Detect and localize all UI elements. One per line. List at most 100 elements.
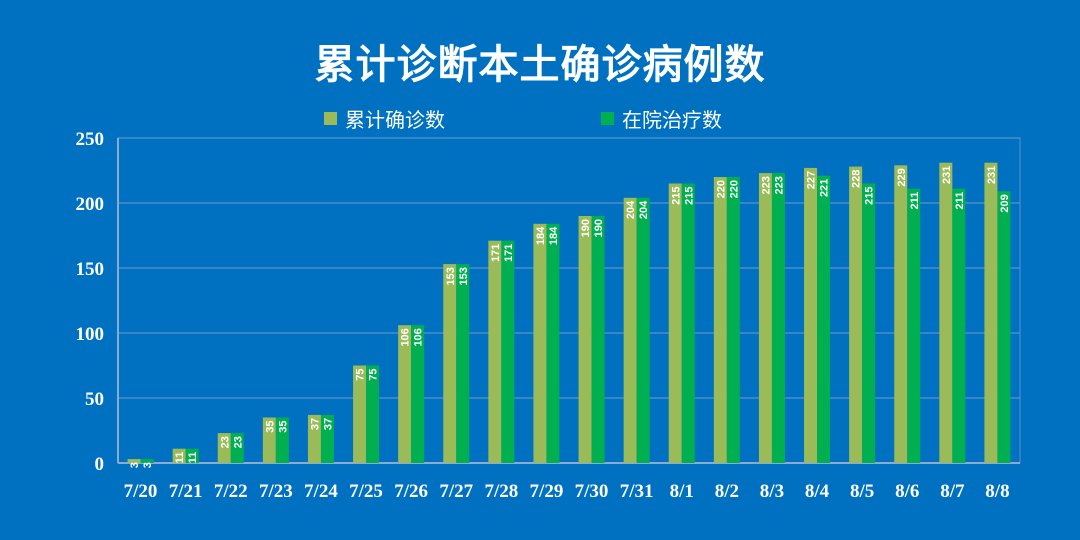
data-label: 211	[954, 192, 966, 210]
plot-area	[117, 137, 1021, 464]
data-label: 228	[851, 170, 863, 188]
data-label: 209	[999, 194, 1011, 212]
bar-cumulative	[443, 264, 457, 463]
bar-hospitalized	[140, 459, 154, 463]
data-label: 11	[174, 452, 186, 464]
bar-hospitalized	[546, 223, 560, 463]
bar-cumulative	[217, 433, 231, 463]
data-label: 171	[490, 244, 502, 262]
x-tick-label: 8/6	[895, 481, 919, 502]
bar-cumulative	[894, 165, 908, 464]
bar-hospitalized	[636, 197, 650, 464]
x-tick-label: 7/27	[439, 481, 473, 502]
bar-hospitalized	[320, 414, 334, 463]
bar-hospitalized	[411, 325, 425, 463]
data-label: 204	[638, 200, 650, 219]
bar-hospitalized	[501, 240, 515, 463]
x-tick-label: 8/7	[940, 481, 965, 502]
bar-cumulative	[172, 448, 186, 463]
data-label: 3	[129, 462, 141, 468]
data-label: 204	[625, 200, 637, 219]
bar-cumulative	[939, 162, 953, 463]
bar-cumulative	[578, 216, 592, 463]
bar-cumulative	[713, 177, 727, 463]
x-tick-label: 7/21	[169, 481, 203, 502]
data-label: 227	[806, 171, 818, 189]
data-label: 37	[322, 418, 334, 430]
data-label: 223	[773, 176, 785, 194]
data-label: 231	[986, 166, 998, 184]
bar-hospitalized	[275, 417, 289, 463]
x-tick-label: 8/8	[985, 481, 1009, 502]
x-tick-label: 7/30	[575, 481, 609, 502]
bar-cumulative	[127, 459, 141, 463]
bar-cumulative	[984, 162, 998, 463]
x-tick-label: 7/26	[394, 481, 428, 502]
x-tick-label: 8/4	[805, 481, 830, 502]
bar-hospitalized	[681, 183, 695, 463]
y-tick-label: 50	[85, 389, 104, 410]
x-tick-label: 8/5	[850, 481, 874, 502]
data-label: 75	[368, 369, 380, 381]
data-label: 23	[219, 436, 231, 448]
data-label: 220	[728, 180, 740, 198]
data-label: 153	[445, 267, 457, 285]
data-label: 190	[580, 219, 592, 237]
x-tick-label: 8/2	[715, 481, 739, 502]
bar-cumulative	[668, 183, 682, 463]
bar-cumulative	[353, 365, 367, 463]
data-label: 184	[548, 226, 560, 245]
x-tick-label: 7/24	[304, 481, 338, 502]
data-label: 231	[941, 166, 953, 184]
data-label: 221	[819, 179, 831, 197]
y-tick-label: 100	[76, 324, 105, 345]
data-label: 3	[142, 462, 154, 468]
bar-cumulative	[262, 417, 276, 463]
legend-item-cumulative: 累计确诊数	[324, 104, 445, 133]
bar-cumulative	[488, 240, 502, 463]
bar-cumulative	[398, 325, 412, 463]
bar-hospitalized	[366, 365, 380, 463]
data-label: 215	[683, 187, 695, 205]
data-label: 37	[309, 418, 321, 430]
data-label: 11	[187, 452, 199, 464]
x-tick-label: 8/1	[670, 481, 694, 502]
bar-hospitalized	[907, 188, 921, 463]
bar-hospitalized	[185, 448, 199, 463]
x-tick-label: 7/31	[620, 481, 654, 502]
bar-hospitalized	[456, 264, 470, 463]
x-tick-label: 7/20	[124, 481, 158, 502]
bar-hospitalized	[862, 183, 876, 463]
y-tick-label: 250	[76, 129, 105, 150]
bar-hospitalized	[817, 175, 831, 463]
bar-hospitalized	[952, 188, 966, 463]
bar-hospitalized	[591, 216, 605, 463]
data-label: 229	[896, 168, 908, 186]
x-tick-label: 7/28	[484, 481, 518, 502]
bar-cumulative	[849, 166, 863, 463]
data-label: 190	[593, 219, 605, 237]
x-tick-label: 7/23	[259, 481, 293, 502]
x-tick-label: 7/29	[530, 481, 564, 502]
bar-hospitalized	[726, 177, 740, 463]
x-tick-label: 7/22	[214, 481, 248, 502]
x-tick-label: 8/3	[760, 481, 784, 502]
bar-cumulative	[623, 197, 637, 464]
data-label: 220	[715, 180, 727, 198]
bar-cumulative	[804, 167, 818, 463]
data-label: 23	[232, 436, 244, 448]
data-label: 35	[277, 421, 289, 433]
data-label: 215	[670, 187, 682, 205]
data-label: 211	[909, 192, 921, 210]
legend-swatch	[324, 112, 337, 125]
data-label: 223	[760, 176, 772, 194]
bar-hospitalized	[771, 173, 785, 463]
x-tick-label: 7/25	[349, 481, 383, 502]
data-label: 153	[458, 267, 470, 285]
legend-swatch	[601, 112, 614, 125]
legend-item-hospitalized: 在院治疗数	[601, 104, 722, 133]
data-label: 171	[503, 244, 515, 262]
bar-cumulative	[307, 414, 321, 463]
data-label: 106	[400, 328, 412, 346]
